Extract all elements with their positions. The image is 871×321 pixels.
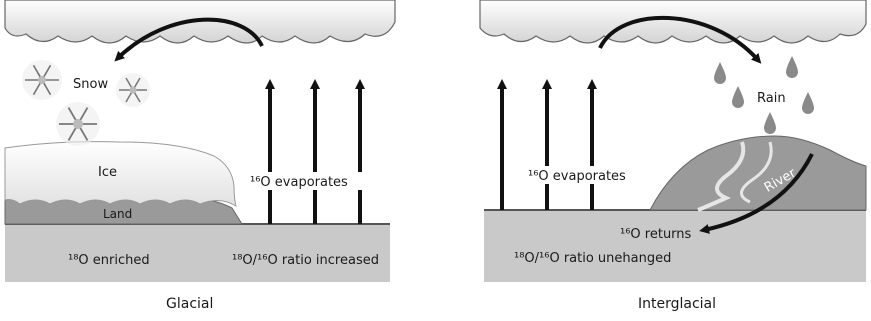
glacial-panel: Snow Ice Land ¹⁶O evaporates ¹⁸O enriche… bbox=[4, 0, 396, 282]
glacial-ratio-label: ¹⁸O/¹⁶O ratio increased bbox=[232, 253, 379, 268]
returns-label: ¹⁶O returns bbox=[620, 227, 692, 242]
glacial-snow-arrow bbox=[114, 17, 264, 62]
interglacial-panel: Rain River ¹⁶O evaporates ¹⁶O returns ¹⁸… bbox=[479, 0, 867, 282]
snowflake-icon bbox=[116, 73, 150, 107]
glacial-ocean bbox=[5, 224, 390, 282]
interglacial-caption: Interglacial bbox=[638, 296, 717, 312]
glacial-caption: Glacial bbox=[166, 296, 214, 312]
snowflake-icon bbox=[56, 102, 100, 146]
interglacial-rain-arrow bbox=[598, 15, 762, 64]
rain-label: Rain bbox=[757, 91, 786, 106]
glacial-ice-sheet bbox=[4, 141, 237, 208]
ice-label: Ice bbox=[98, 165, 117, 180]
interglacial-ocean bbox=[484, 210, 866, 282]
river bbox=[697, 141, 746, 212]
interglacial-ratio-label: ¹⁸O/¹⁶O ratio unehanged bbox=[514, 251, 671, 266]
snowflake-icon bbox=[22, 60, 62, 100]
interglacial-evaporates-label: ¹⁶O evaporates bbox=[528, 169, 626, 184]
returns-arrow bbox=[699, 153, 814, 234]
raindrop-icon bbox=[714, 56, 814, 134]
snow-label: Snow bbox=[73, 77, 108, 92]
interglacial-hill bbox=[649, 135, 867, 211]
interglacial-cloud bbox=[479, 0, 867, 44]
land-label: Land bbox=[103, 207, 132, 221]
glacial-evaporates-label: ¹⁶O evaporates bbox=[250, 175, 348, 190]
enriched-label: ¹⁸O enriched bbox=[68, 253, 150, 268]
